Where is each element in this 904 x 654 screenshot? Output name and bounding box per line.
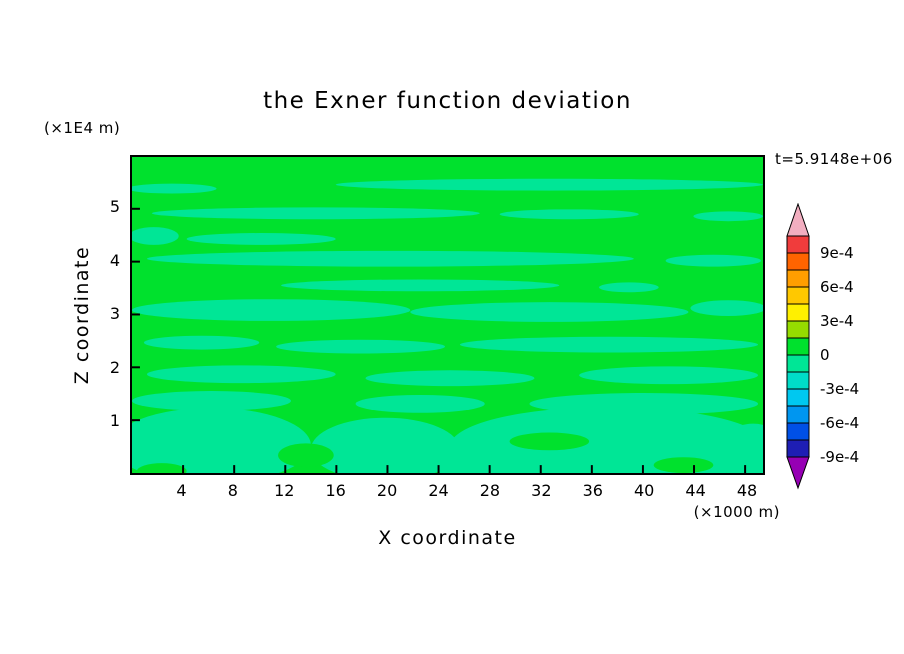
time-label: t=5.9148e+06 [775, 150, 893, 168]
x-tick-label: 44 [685, 481, 706, 500]
x-axis-unit-label: (×1000 m) [693, 503, 780, 521]
colorbar-segment [786, 286, 810, 305]
colorbar-tick-label: 6e-4 [820, 278, 854, 296]
colorbar-segment [786, 354, 810, 373]
colorbar-segment [786, 252, 810, 271]
colorbar-segment [786, 320, 810, 339]
x-tick-label: 28 [479, 481, 501, 500]
x-tick-label: 20 [376, 481, 398, 500]
x-tick-label: 4 [176, 481, 187, 500]
z-tick-label: 4 [109, 250, 120, 270]
z-axis-unit-label: (×1E4 m) [44, 119, 121, 137]
x-tick-label: 24 [428, 481, 449, 500]
colorbar-tick-label: 0 [820, 346, 830, 364]
z-tick-label: 2 [109, 357, 120, 377]
colorbar-segment [786, 269, 810, 288]
x-tick-label: 40 [633, 481, 655, 500]
z-tick-label: 5 [109, 197, 120, 217]
colorbar-scale [786, 203, 810, 490]
x-tick-label: 16 [325, 481, 346, 500]
colorbar-tick-label: -6e-4 [820, 414, 860, 432]
z-tick-label: 3 [109, 304, 120, 324]
z-axis-title: Z coordinate [71, 245, 93, 385]
x-tick-label: 8 [227, 481, 238, 500]
x-tick-label: 32 [531, 481, 552, 500]
colorbar-tick-label: 3e-4 [820, 312, 854, 330]
x-axis-title: X coordinate [378, 527, 517, 549]
colorbar-segment [786, 235, 810, 254]
colorbar-segment [786, 405, 810, 424]
colorbar-arrow-up [786, 203, 810, 237]
colorbar-tick-label: -9e-4 [820, 448, 860, 466]
colorbar-arrow-down [786, 456, 810, 490]
colorbar-segment [786, 337, 810, 356]
z-axis-title-wrap: Z coordinate [62, 155, 102, 475]
colorbar-tick-label: -3e-4 [820, 380, 860, 398]
colorbar: 9e-4 6e-4 3e-4 0 -3e-4 -6e-4 -9e-4 [786, 203, 898, 503]
x-tick-label: 36 [582, 481, 603, 500]
colorbar-segment [786, 439, 810, 458]
colorbar-segment [786, 303, 810, 322]
colorbar-segment [786, 371, 810, 390]
chart-title: the Exner function deviation [263, 88, 632, 114]
colorbar-segment [786, 422, 810, 441]
z-tick-label: 1 [109, 411, 120, 431]
x-tick-label: 12 [274, 481, 295, 500]
plot-area [130, 155, 765, 475]
contour-field [132, 157, 763, 473]
colorbar-segment [786, 388, 810, 407]
x-tick-label: 48 [736, 481, 758, 500]
colorbar-tick-label: 9e-4 [820, 244, 854, 262]
